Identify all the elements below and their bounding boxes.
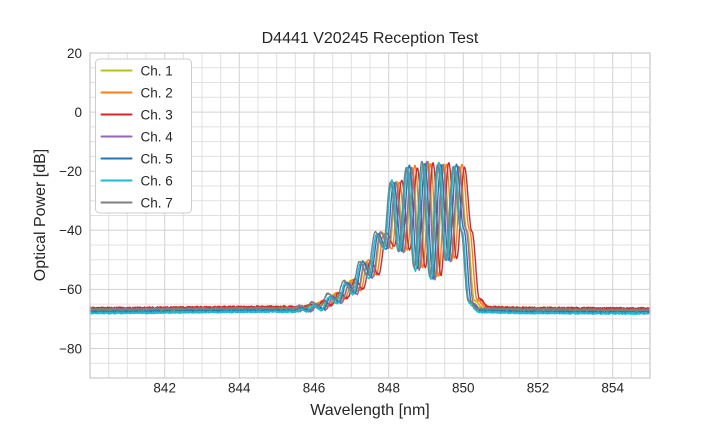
- x-tick-label: 850: [452, 381, 475, 396]
- x-tick-label: 846: [303, 381, 326, 396]
- x-tick-label: 848: [377, 381, 400, 396]
- x-tick-label: 854: [601, 381, 624, 396]
- x-tick-label: 852: [527, 381, 550, 396]
- x-axis-label: Wavelength [nm]: [310, 402, 429, 419]
- y-tick-label: −40: [59, 223, 82, 238]
- x-tick-label: 844: [228, 381, 251, 396]
- y-tick-label: 20: [67, 46, 82, 61]
- series-line-ch-6: [89, 161, 651, 316]
- legend-item: Ch. 1: [100, 63, 173, 78]
- y-tick-label: −60: [59, 282, 82, 297]
- x-tick-label: 842: [153, 381, 176, 396]
- y-axis-label: Optical Power [dB]: [32, 149, 49, 282]
- legend-item: Ch. 3: [100, 107, 173, 122]
- legend-label: Ch. 5: [141, 151, 173, 166]
- legend: Ch. 1 Ch. 2 Ch. 3 Ch. 4 Ch. 5 Ch. 6 Ch. 7: [95, 58, 192, 214]
- y-tick-label: −20: [59, 164, 82, 179]
- legend-item: Ch. 5: [100, 151, 173, 166]
- legend-label: Ch. 1: [141, 63, 173, 78]
- axes-frame: [89, 52, 651, 379]
- legend-label: Ch. 6: [141, 173, 173, 188]
- y-tick-label: 0: [74, 105, 82, 120]
- legend-item: Ch. 4: [100, 129, 174, 144]
- legend-item: Ch. 6: [100, 173, 173, 188]
- legend-label: Ch. 7: [141, 195, 173, 210]
- legend-label: Ch. 3: [141, 107, 173, 122]
- legend-box: [95, 58, 192, 214]
- axis-tick-labels: 842 844 846 848 850 852 854 20 0 −20 −40 −60 −80: [59, 46, 624, 396]
- grid-lines: [90, 53, 650, 378]
- legend-label: Ch. 4: [141, 129, 174, 144]
- series-line-ch-7: [89, 160, 651, 312]
- series-lines: [89, 160, 651, 316]
- legend-item: Ch. 2: [100, 85, 173, 100]
- legend-label: Ch. 2: [141, 85, 173, 100]
- y-tick-label: −80: [59, 341, 82, 356]
- chart-title: D4441 V20245 Reception Test: [262, 30, 479, 47]
- legend-item: Ch. 7: [100, 195, 173, 210]
